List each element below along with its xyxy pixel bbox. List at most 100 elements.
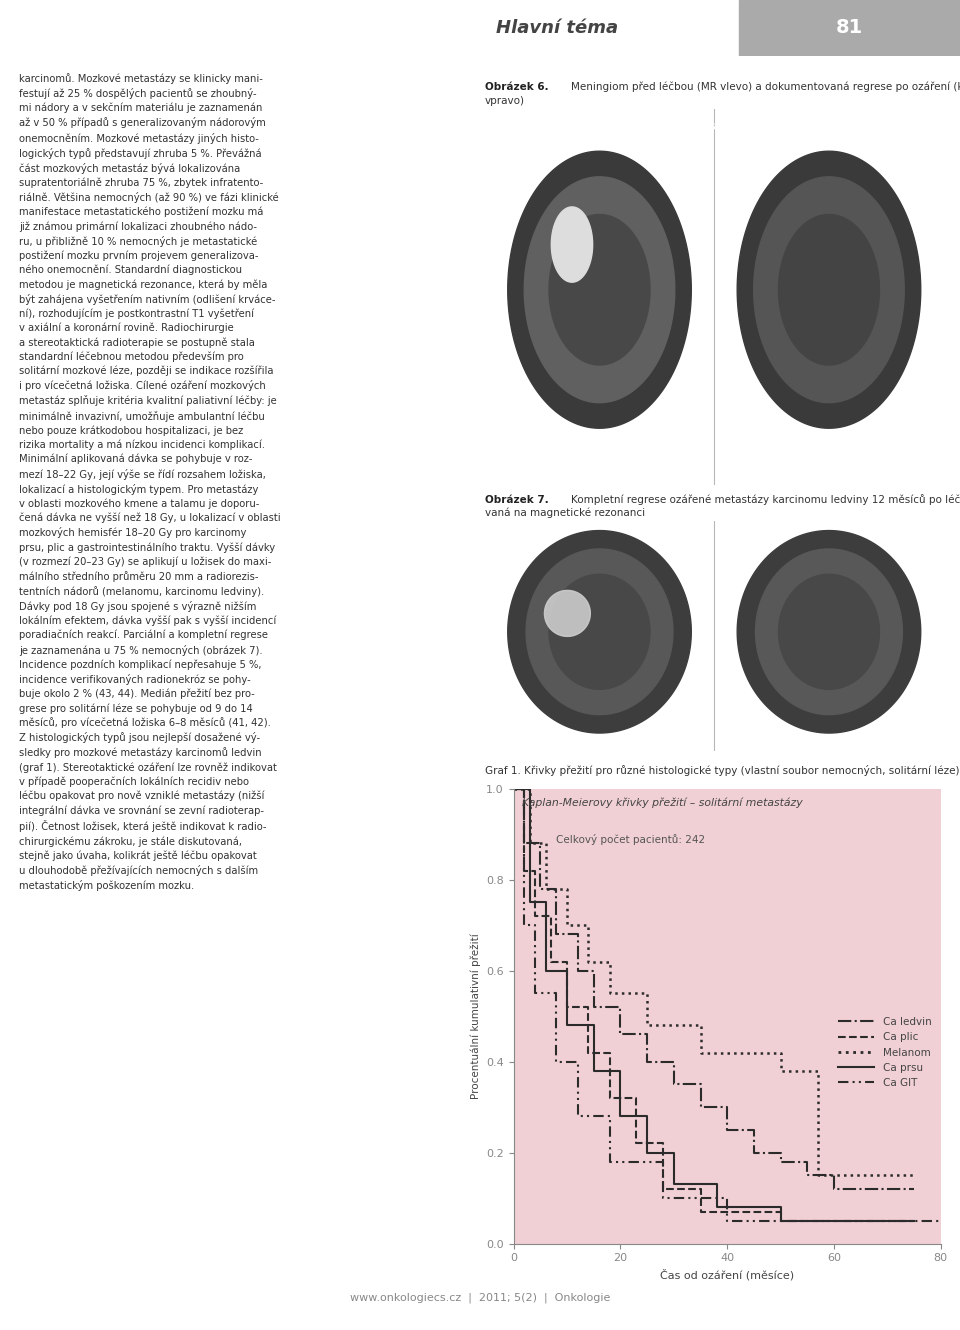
- Melanom: [508, 781, 519, 797]
- Melanom: [812, 1063, 824, 1079]
- Ca prsu: [524, 894, 536, 910]
- Text: vaná na magnetické rezonanci: vaná na magnetické rezonanci: [485, 508, 645, 519]
- Text: 30 měsíců po léčbě: 30 měsíců po léčbě: [779, 459, 879, 471]
- Ca plic: [695, 1181, 707, 1197]
- Line: Ca plic: Ca plic: [514, 789, 914, 1221]
- Ca prsu: [540, 894, 551, 910]
- Ca prsu: [614, 1108, 626, 1124]
- Polygon shape: [549, 575, 650, 689]
- Line: Ca ledvin: Ca ledvin: [514, 789, 914, 1189]
- Melanom: [562, 880, 573, 896]
- Ca ledvin: [668, 1076, 680, 1092]
- Ca GIT: [908, 1213, 920, 1229]
- Text: www.onkologiecs.cz  |  2011; 5(2)  |  Onkologie: www.onkologiecs.cz | 2011; 5(2) | Onkolo…: [349, 1293, 611, 1303]
- Ca ledvin: [802, 1168, 813, 1184]
- Polygon shape: [508, 152, 691, 428]
- Ca plic: [658, 1181, 669, 1197]
- Polygon shape: [508, 531, 691, 733]
- Ca prsu: [540, 963, 551, 979]
- Text: Kaplan-Meierovy křivky přežití – solitární metastázy: Kaplan-Meierovy křivky přežití – solitár…: [522, 798, 803, 809]
- Melanom: [695, 1044, 707, 1060]
- Ca prsu: [614, 1063, 626, 1079]
- Ca prsu: [562, 1017, 573, 1033]
- Ca prsu: [775, 1200, 786, 1216]
- Ca plic: [529, 908, 540, 924]
- Ca plic: [508, 781, 519, 797]
- Melanom: [524, 835, 536, 851]
- Ca ledvin: [614, 1027, 626, 1043]
- Line: Ca GIT: Ca GIT: [514, 789, 941, 1221]
- Melanom: [641, 986, 653, 1001]
- Ca plic: [604, 1044, 615, 1060]
- Melanom: [562, 918, 573, 934]
- Ca prsu: [668, 1145, 680, 1161]
- Ca plic: [518, 863, 530, 879]
- Melanom: [641, 1017, 653, 1033]
- Polygon shape: [756, 549, 902, 714]
- Ca GIT: [529, 986, 540, 1001]
- Ca ledvin: [695, 1076, 707, 1092]
- Ca prsu: [508, 781, 519, 797]
- Ca ledvin: [802, 1153, 813, 1169]
- Ca plic: [775, 1213, 786, 1229]
- Ca ledvin: [518, 781, 530, 797]
- Ca ledvin: [722, 1099, 733, 1115]
- Text: Meningiom před léčbou (MR vlevo) a dokumentovaná regrese po ozáření (kontrolní M: Meningiom před léčbou (MR vlevo) a dokum…: [571, 82, 960, 93]
- Ca prsu: [588, 1063, 599, 1079]
- Ca ledvin: [641, 1053, 653, 1069]
- Ca plic: [828, 1213, 840, 1229]
- Ca ledvin: [748, 1121, 759, 1137]
- Ca GIT: [518, 781, 530, 797]
- Ca ledvin: [535, 835, 546, 851]
- Melanom: [775, 1044, 786, 1060]
- Bar: [739, 0, 960, 56]
- Text: Graf 1. Křivky přežití pro různé histologické typy (vlastní soubor nemocných, so: Graf 1. Křivky přežití pro různé histolo…: [485, 765, 959, 777]
- Ca plic: [583, 999, 594, 1015]
- Polygon shape: [779, 575, 879, 689]
- Ca ledvin: [695, 1099, 707, 1115]
- Ca prsu: [641, 1108, 653, 1124]
- Ca prsu: [710, 1200, 722, 1216]
- Ca GIT: [572, 1108, 584, 1124]
- Ca plic: [908, 1213, 920, 1229]
- Text: karcinomů. Mozkové metastázy se klinicky mani-
festují až 25 % dospělých pacient: karcinomů. Mozkové metastázy se klinicky…: [19, 73, 281, 891]
- Ca plic: [631, 1091, 642, 1107]
- Ca ledvin: [775, 1153, 786, 1169]
- Melanom: [583, 954, 594, 970]
- Polygon shape: [549, 214, 650, 364]
- Text: Obrázek 6.: Obrázek 6.: [485, 82, 548, 93]
- Ca plic: [695, 1204, 707, 1220]
- Ca plic: [828, 1213, 840, 1229]
- Ca GIT: [722, 1213, 733, 1229]
- Polygon shape: [737, 152, 921, 428]
- Text: před léčbou: před léčbou: [568, 460, 631, 471]
- Ca ledvin: [614, 999, 626, 1015]
- Ca GIT: [551, 986, 563, 1001]
- Ca plic: [658, 1136, 669, 1152]
- Polygon shape: [544, 591, 590, 636]
- Melanom: [540, 880, 551, 896]
- Ca ledvin: [518, 835, 530, 851]
- Ca prsu: [641, 1145, 653, 1161]
- Melanom: [695, 1017, 707, 1033]
- Ca plic: [545, 954, 557, 970]
- Melanom: [604, 954, 615, 970]
- Ca GIT: [604, 1108, 615, 1124]
- Text: Obrázek 7.: Obrázek 7.: [485, 495, 548, 505]
- Ca plic: [545, 908, 557, 924]
- Ca plic: [562, 999, 573, 1015]
- Ca GIT: [935, 1213, 947, 1229]
- Ca GIT: [529, 918, 540, 934]
- Melanom: [583, 918, 594, 934]
- Melanom: [540, 835, 551, 851]
- Ca GIT: [658, 1153, 669, 1169]
- Ca ledvin: [908, 1181, 920, 1197]
- Polygon shape: [526, 549, 673, 714]
- Ca ledvin: [668, 1053, 680, 1069]
- Ca GIT: [908, 1213, 920, 1229]
- Ca ledvin: [572, 926, 584, 942]
- Ca prsu: [908, 1213, 920, 1229]
- Ca prsu: [710, 1177, 722, 1193]
- Ca ledvin: [551, 926, 563, 942]
- Text: Hlavní téma: Hlavní téma: [495, 19, 618, 37]
